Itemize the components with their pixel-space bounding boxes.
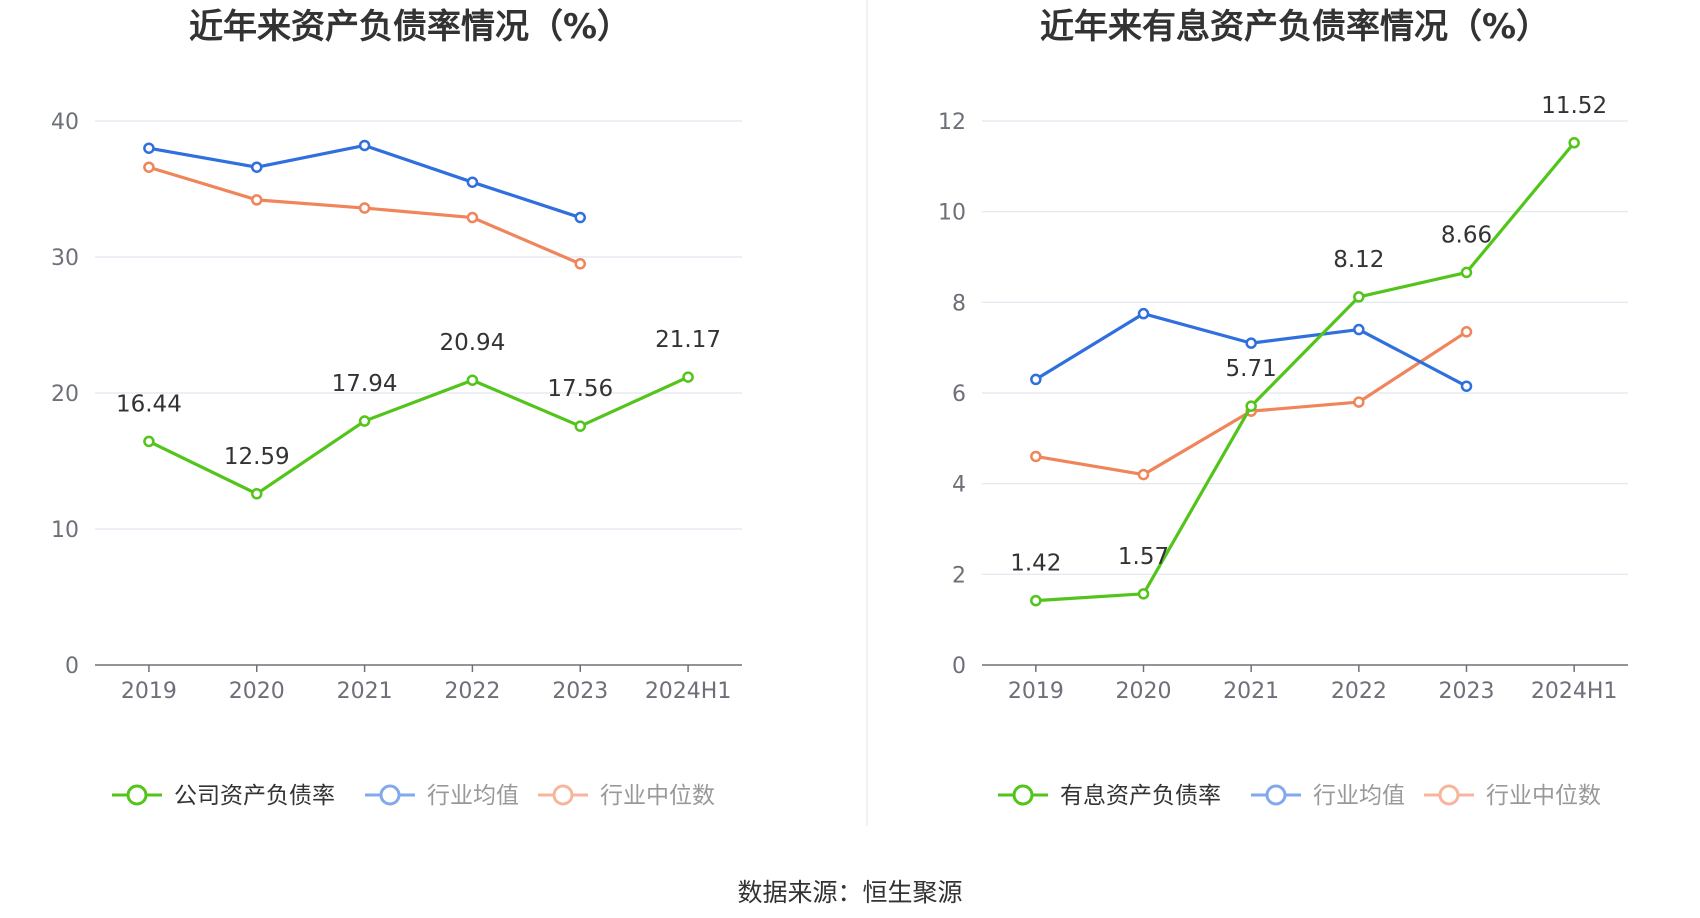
y-tick-label-0-2: 20 (51, 382, 79, 407)
data-point-0-0-4 (574, 420, 586, 432)
x-tick-label-0-5: 2024H1 (645, 679, 732, 704)
data-label-1-0: 1.42 (1010, 551, 1061, 577)
data-point-1-0-5 (1568, 137, 1580, 149)
data-label-0-1: 12.59 (224, 444, 290, 470)
data-point-1-1-1 (1137, 307, 1150, 320)
y-tick-label-0-4: 40 (51, 110, 79, 135)
data-point-1-0-2 (1245, 400, 1257, 412)
legend-label-0-1: 行业均值 (427, 783, 519, 809)
series-line-0-0 (148, 375, 689, 496)
x-tick-label-1-1: 2020 (1116, 679, 1172, 704)
legend-marker-1-2 (1438, 784, 1460, 806)
data-point-1-1-3 (1353, 323, 1365, 336)
data-label-0-0: 16.44 (116, 391, 182, 417)
chart-title-1: 近年来有息资产负债率情况（%） (1040, 7, 1550, 47)
data-label-1-5: 11.52 (1541, 93, 1607, 119)
y-tick-label-0-0: 0 (65, 654, 79, 679)
data-point-1-1-2 (1245, 337, 1257, 349)
y-tick-label-1-1: 2 (952, 563, 966, 588)
y-tick-label-0-1: 10 (51, 518, 79, 543)
x-tick-label-1-2: 2021 (1223, 679, 1279, 704)
data-point-0-2-0 (143, 161, 155, 173)
data-label-1-4: 8.66 (1441, 222, 1492, 248)
series-line-0-2 (148, 165, 581, 266)
legend-marker-0-0 (126, 784, 148, 806)
data-point-1-2-0 (1030, 450, 1042, 463)
data-point-0-1-0 (143, 142, 155, 154)
legend-label-0-0: 公司资产负债率 (174, 783, 335, 809)
data-point-0-2-3 (466, 211, 479, 224)
y-tick-label-1-6: 12 (938, 110, 966, 135)
x-tick-label-1-3: 2022 (1331, 679, 1387, 704)
data-label-0-5: 21.17 (655, 327, 721, 353)
data-point-0-2-1 (251, 194, 263, 206)
x-tick-label-1-0: 2019 (1008, 679, 1064, 704)
x-tick-label-1-5: 2024H1 (1531, 679, 1618, 704)
data-point-0-0-5 (682, 371, 694, 383)
y-tick-label-1-3: 6 (952, 382, 966, 407)
data-point-1-1-0 (1030, 373, 1042, 386)
y-tick-label-1-5: 10 (938, 201, 966, 226)
data-point-1-0-4 (1460, 266, 1473, 279)
data-point-1-1-4 (1460, 380, 1473, 392)
data-point-1-0-1 (1137, 588, 1150, 600)
data-point-1-2-4 (1460, 326, 1473, 338)
legend-label-0-2: 行业中位数 (600, 783, 715, 809)
data-point-0-0-2 (358, 415, 371, 427)
data-point-0-1-4 (574, 211, 586, 224)
legend-label-1-0: 有息资产负债率 (1060, 783, 1221, 809)
data-point-1-2-1 (1137, 468, 1150, 481)
data-point-0-0-1 (251, 488, 263, 500)
x-tick-label-1-4: 2023 (1439, 679, 1495, 704)
data-label-1-3: 8.12 (1333, 247, 1384, 273)
data-point-0-1-2 (358, 139, 371, 152)
x-tick-label-0-0: 2019 (121, 679, 177, 704)
legend-label-1-1: 行业均值 (1313, 783, 1405, 809)
data-point-1-0-0 (1030, 594, 1042, 607)
data-label-0-2: 17.94 (332, 371, 398, 397)
data-point-1-2-3 (1353, 396, 1365, 408)
series-line-1-0 (1035, 141, 1576, 603)
x-tick-label-0-3: 2022 (444, 679, 500, 704)
x-tick-label-0-2: 2021 (337, 679, 393, 704)
legend-marker-1-1 (1265, 784, 1287, 806)
data-point-0-2-4 (574, 258, 586, 270)
x-tick-label-0-1: 2020 (229, 679, 285, 704)
x-tick-label-0-4: 2023 (552, 679, 608, 704)
legend-marker-1-0 (1012, 784, 1034, 806)
legend-marker-0-1 (379, 784, 401, 806)
data-label-1-2: 5.71 (1226, 356, 1277, 382)
data-source-note: 数据来源：恒生聚源 (737, 878, 962, 907)
y-tick-label-1-0: 0 (952, 654, 966, 679)
data-point-0-1-1 (251, 161, 263, 173)
y-tick-label-1-4: 8 (952, 291, 966, 316)
data-point-0-2-2 (358, 202, 371, 214)
y-tick-label-0-3: 30 (51, 246, 79, 271)
data-point-0-1-3 (466, 176, 479, 188)
legend-label-1-2: 行业中位数 (1486, 783, 1601, 809)
data-label-1-1: 1.57 (1118, 544, 1169, 570)
chart-title-0: 近年来资产负债率情况（%） (189, 7, 631, 47)
data-point-0-0-3 (466, 374, 479, 386)
y-tick-label-1-2: 4 (952, 473, 966, 498)
data-label-0-3: 20.94 (439, 330, 505, 356)
legend-marker-0-2 (552, 784, 574, 806)
data-label-0-4: 17.56 (547, 376, 613, 402)
data-point-0-0-0 (143, 435, 155, 448)
data-point-1-0-3 (1353, 291, 1365, 303)
